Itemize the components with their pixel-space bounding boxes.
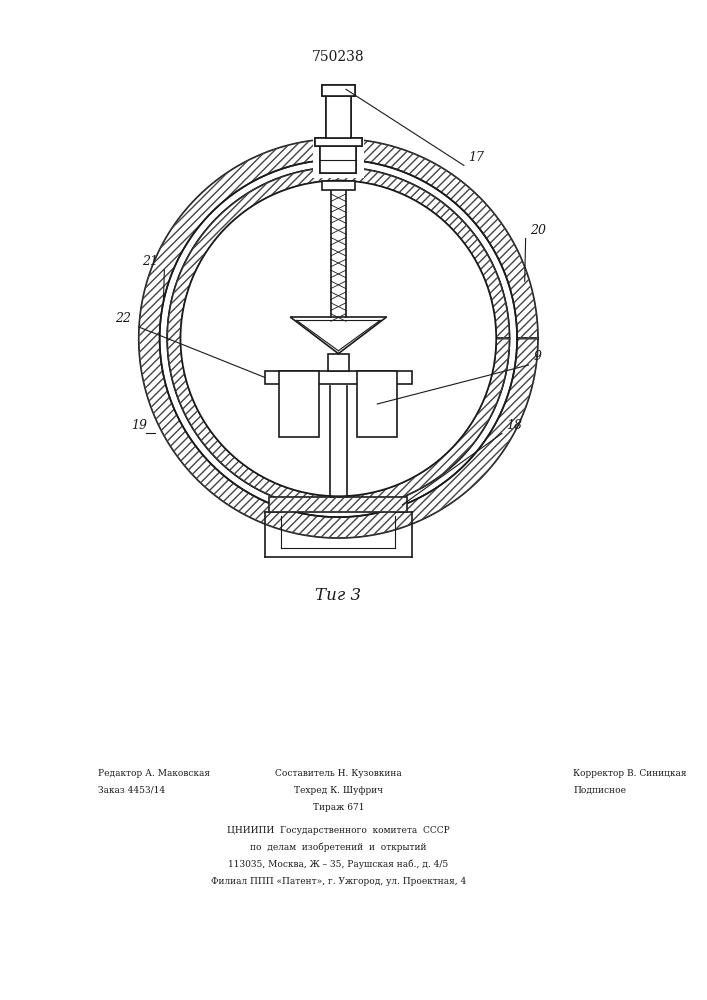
Text: ЦНИИПИ  Государственного  комитета  СССР: ЦНИИПИ Государственного комитета СССР [227, 826, 450, 835]
Text: Редактор А. Маковская: Редактор А. Маковская [98, 769, 210, 778]
Text: 20: 20 [530, 224, 547, 237]
Bar [326, 96, 351, 138]
Text: Тираж 671: Тираж 671 [312, 803, 364, 812]
Text: по  делам  изобретений  и  открытий: по делам изобретений и открытий [250, 842, 426, 852]
Text: Техред К. Шуфрич: Техред К. Шуфрич [294, 786, 383, 795]
Text: 750238: 750238 [312, 50, 365, 64]
Polygon shape [293, 318, 384, 353]
Text: 18: 18 [507, 419, 522, 432]
Polygon shape [168, 167, 510, 510]
Text: 113035, Москва, Ж – 35, Раушская наб., д. 4/5: 113035, Москва, Ж – 35, Раушская наб., д… [228, 859, 448, 869]
Bar [322, 181, 354, 190]
Text: 19: 19 [131, 419, 147, 432]
Text: 21: 21 [143, 255, 158, 268]
Bar [315, 138, 362, 146]
Bar [279, 371, 320, 437]
Bar [264, 371, 412, 384]
Bar [328, 354, 349, 371]
Bar [326, 96, 351, 138]
Bar [357, 371, 397, 437]
Bar [320, 146, 356, 173]
Text: 9: 9 [533, 350, 542, 363]
Text: 17: 17 [469, 151, 484, 164]
Text: Составитель Н. Кузовкина: Составитель Н. Кузовкина [275, 769, 402, 778]
Polygon shape [139, 139, 538, 538]
Bar [322, 85, 354, 96]
Text: Корректор В. Синицкая: Корректор В. Синицкая [573, 769, 686, 778]
Circle shape [180, 181, 496, 496]
Polygon shape [312, 80, 364, 178]
Bar [320, 146, 356, 173]
Text: 22: 22 [115, 312, 131, 325]
Text: Τиг 3: Τиг 3 [315, 587, 361, 604]
Bar [269, 497, 407, 512]
Text: Филиал ППП «Патент», г. Ужгород, ул. Проектная, 4: Филиал ППП «Патент», г. Ужгород, ул. Про… [211, 877, 466, 886]
Bar [269, 497, 407, 512]
Bar [322, 85, 354, 96]
Text: Заказ 4453/14: Заказ 4453/14 [98, 786, 165, 795]
Text: Подписное: Подписное [573, 786, 626, 795]
Bar [315, 138, 362, 146]
Circle shape [168, 167, 510, 510]
